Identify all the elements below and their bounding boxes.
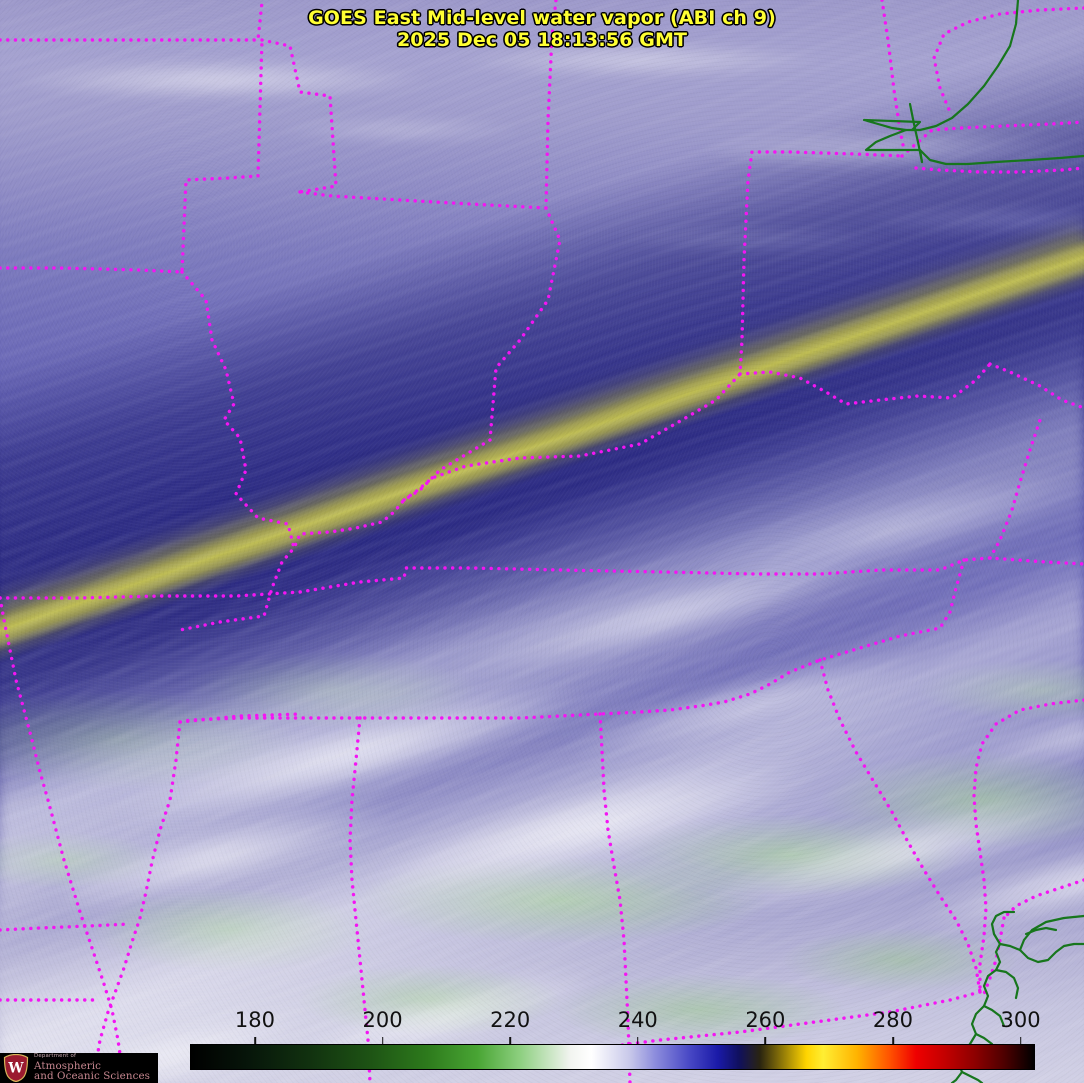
crest-letter: W bbox=[7, 1061, 24, 1077]
logo-text-block: Department of Atmospheric and Oceanic Sc… bbox=[34, 1054, 150, 1082]
logo-name-line-2: and Oceanic Sciences bbox=[34, 1070, 151, 1083]
uw-aos-logo: W Department of Atmospheric and Oceanic … bbox=[0, 1053, 158, 1083]
uw-crest-icon: W bbox=[3, 1054, 29, 1082]
coastlines-group bbox=[862, 0, 1084, 1083]
logo-department-line: Department of bbox=[34, 1053, 77, 1060]
logo-name-line-1: Atmospheric bbox=[34, 1059, 102, 1072]
